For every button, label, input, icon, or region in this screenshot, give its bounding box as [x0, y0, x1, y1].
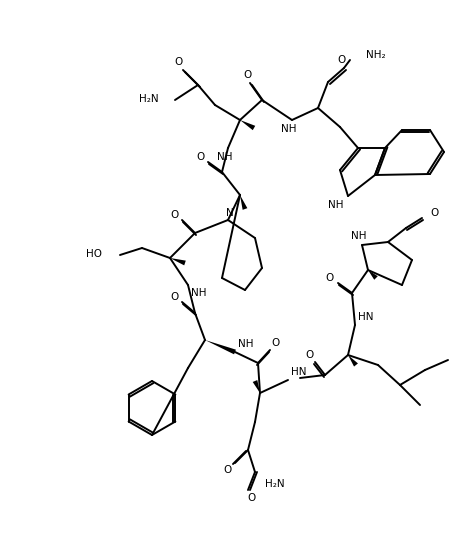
Polygon shape: [205, 340, 236, 354]
Text: N: N: [226, 208, 234, 218]
Text: O: O: [430, 208, 438, 218]
Text: NH: NH: [351, 231, 367, 241]
Text: HO: HO: [86, 249, 102, 259]
Text: O: O: [174, 57, 182, 67]
Text: O: O: [271, 338, 279, 348]
Polygon shape: [240, 195, 247, 210]
Polygon shape: [348, 355, 358, 367]
Text: HN: HN: [358, 312, 374, 322]
Text: O: O: [170, 210, 178, 220]
Text: O: O: [247, 493, 255, 503]
Text: O: O: [326, 273, 334, 283]
Text: NH: NH: [238, 339, 254, 349]
Text: NH₂: NH₂: [366, 50, 385, 60]
Text: O: O: [337, 55, 345, 65]
Text: NH: NH: [191, 288, 207, 298]
Polygon shape: [368, 270, 378, 280]
Text: NH: NH: [328, 200, 344, 210]
Text: O: O: [243, 70, 251, 80]
Text: NH: NH: [281, 124, 297, 134]
Polygon shape: [170, 258, 186, 265]
Polygon shape: [253, 380, 260, 393]
Text: H₂N: H₂N: [140, 94, 159, 104]
Text: NH: NH: [217, 152, 233, 162]
Text: HN: HN: [291, 367, 307, 377]
Polygon shape: [240, 120, 255, 130]
Text: O: O: [196, 152, 204, 162]
Text: O: O: [170, 292, 178, 302]
Text: H₂N: H₂N: [265, 479, 285, 489]
Text: O: O: [223, 465, 231, 475]
Text: O: O: [306, 350, 314, 360]
